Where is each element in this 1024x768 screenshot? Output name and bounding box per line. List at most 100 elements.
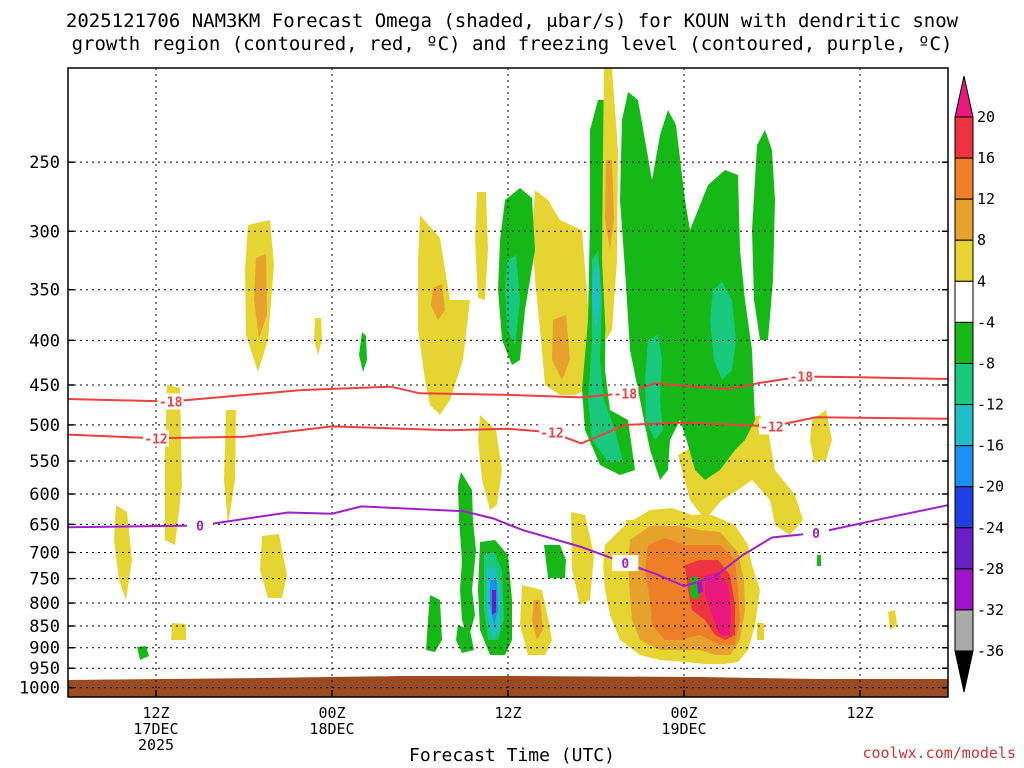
omega-shade-13 — [532, 600, 543, 640]
contour-label--18-2: -18 — [790, 370, 814, 385]
xtick-label-12Z: 12Z — [494, 704, 521, 722]
omega-shade-26 — [705, 572, 731, 635]
contour-label-bg--18-2 — [788, 368, 815, 385]
colorbar-bin-top — [954, 75, 974, 118]
ytick-label-400: 400 — [29, 331, 60, 351]
colorbar-bin-8 — [954, 404, 974, 447]
chart-title-line-2: growth region (contoured, red, ºC) and f… — [71, 33, 953, 55]
contour-label-bg--18-1 — [612, 385, 639, 402]
contour-label--12-2: -12 — [760, 420, 783, 435]
ytick-label-1000: 1000 — [19, 679, 60, 699]
omega-shade-49 — [697, 581, 703, 594]
colorbar-label--16: -16 — [977, 437, 1004, 455]
contour-label--18-1: -18 — [614, 387, 638, 402]
contour-label-bg--12-2 — [759, 418, 785, 435]
omega-shade-30 — [456, 625, 474, 653]
colorbar-label--4: -4 — [977, 313, 995, 331]
chart-title-line-1: 2025121706 NAM3KM Forecast Omega (shaded… — [65, 10, 959, 32]
colorbar-bin-11 — [954, 527, 974, 570]
ytick-label-900: 900 — [29, 639, 60, 659]
ytick-label-700: 700 — [29, 543, 60, 563]
omega-shade-11 — [478, 415, 502, 510]
omega-shading — [114, 68, 897, 664]
xtick-label-17DEC: 17DEC — [133, 720, 178, 738]
colorbar-bin-bottom — [954, 650, 974, 693]
colorbar-label-8: 8 — [977, 231, 986, 249]
colorbar-bin-3 — [954, 198, 974, 241]
y-axis-ticks: 2503003504004505005506006507007508008509… — [19, 153, 948, 699]
contour-label--12-0: -12 — [144, 432, 167, 447]
credit-link[interactable]: coolwx.com/models — [862, 744, 1016, 762]
ytick-label-450: 450 — [29, 376, 60, 396]
contour-label--18-0: -18 — [159, 395, 183, 410]
contour-label--12-1: -12 — [540, 426, 563, 441]
colorbar-label-20: 20 — [977, 108, 995, 126]
xtick-label-2025: 2025 — [138, 736, 174, 754]
omega-shade-7 — [171, 623, 186, 640]
xtick-label-00Z: 00Z — [670, 704, 697, 722]
ytick-label-950: 950 — [29, 659, 60, 679]
colorbar-label--28: -28 — [977, 560, 1004, 578]
contour-label-0-1: 0 — [621, 557, 629, 572]
omega-shade-36 — [544, 545, 566, 578]
omega-shade-45 — [645, 335, 663, 440]
colorbar-bin-1 — [954, 116, 974, 159]
contour-label-0-0: 0 — [196, 520, 204, 535]
ytick-label-350: 350 — [29, 281, 60, 301]
colorbar-bin-12 — [954, 568, 974, 611]
colorbar-label-4: 4 — [977, 272, 986, 290]
contour-label-bg-0-0 — [187, 517, 213, 534]
omega-shade-35 — [492, 590, 496, 615]
omega-shade-1 — [254, 254, 267, 338]
ytick-label-800: 800 — [29, 594, 60, 614]
colorbar-label--24: -24 — [977, 519, 1004, 537]
ytick-label-550: 550 — [29, 452, 60, 472]
contour-label-0-2: 0 — [812, 527, 820, 542]
omega-shade-8 — [418, 215, 470, 415]
colorbar-bin-5 — [954, 280, 974, 323]
xtick-label-00Z: 00Z — [318, 704, 345, 722]
colorbar-label-12: 12 — [977, 190, 995, 208]
ytick-label-850: 850 — [29, 617, 60, 637]
grid-lines — [68, 68, 948, 697]
colorbar-label--36: -36 — [977, 642, 1004, 660]
omega-shade-20 — [888, 610, 897, 630]
omega-shade-10 — [475, 192, 488, 300]
omega-shade-50 — [817, 555, 821, 566]
colorbar-label--12: -12 — [977, 396, 1004, 414]
omega-shade-41 — [592, 265, 600, 330]
colorbar-bin-13 — [954, 609, 974, 652]
omega-shade-9 — [431, 284, 445, 320]
omega-shade-15 — [552, 315, 570, 380]
colorbar: 20 16 12 8 4 -4 -8 -12 -16 -20 -24 -28 -32 -36 — [954, 75, 1004, 693]
contour-label-bg-0-2 — [803, 525, 829, 542]
colorbar-label--8: -8 — [977, 354, 995, 372]
ytick-label-300: 300 — [29, 222, 60, 242]
xtick-label-12Z: 12Z — [846, 704, 873, 722]
omega-shade-21 — [757, 623, 764, 640]
xtick-label-12Z: 12Z — [142, 704, 169, 722]
x-axis-label: Forecast Time (UTC) — [409, 745, 615, 766]
ytick-label-600: 600 — [29, 485, 60, 505]
contour-line-0 — [67, 504, 949, 588]
colorbar-label--20: -20 — [977, 478, 1004, 496]
omega-shade-6 — [314, 318, 322, 355]
contour-label-bg--18-0 — [157, 393, 184, 410]
colorbar-bin-9 — [954, 445, 974, 488]
colorbar-label-16: 16 — [977, 149, 995, 167]
omega-shade-16 — [571, 512, 594, 605]
contour-lines: -18 -18 -18 -12 -12 -12 0 0 0 — [67, 368, 949, 588]
omega-shade-43 — [605, 160, 614, 250]
colorbar-bin-4 — [954, 239, 974, 282]
omega-shade-19 — [810, 410, 832, 462]
omega-shade-47 — [752, 130, 775, 340]
contour-label-bg--12-1 — [539, 424, 565, 441]
ytick-label-750: 750 — [29, 570, 60, 590]
omega-shade-4 — [224, 410, 236, 525]
xtick-label-18DEC: 18DEC — [309, 720, 354, 738]
ytick-label-250: 250 — [29, 153, 60, 173]
omega-shade-38 — [505, 255, 520, 345]
colorbar-bin-10 — [954, 486, 974, 529]
